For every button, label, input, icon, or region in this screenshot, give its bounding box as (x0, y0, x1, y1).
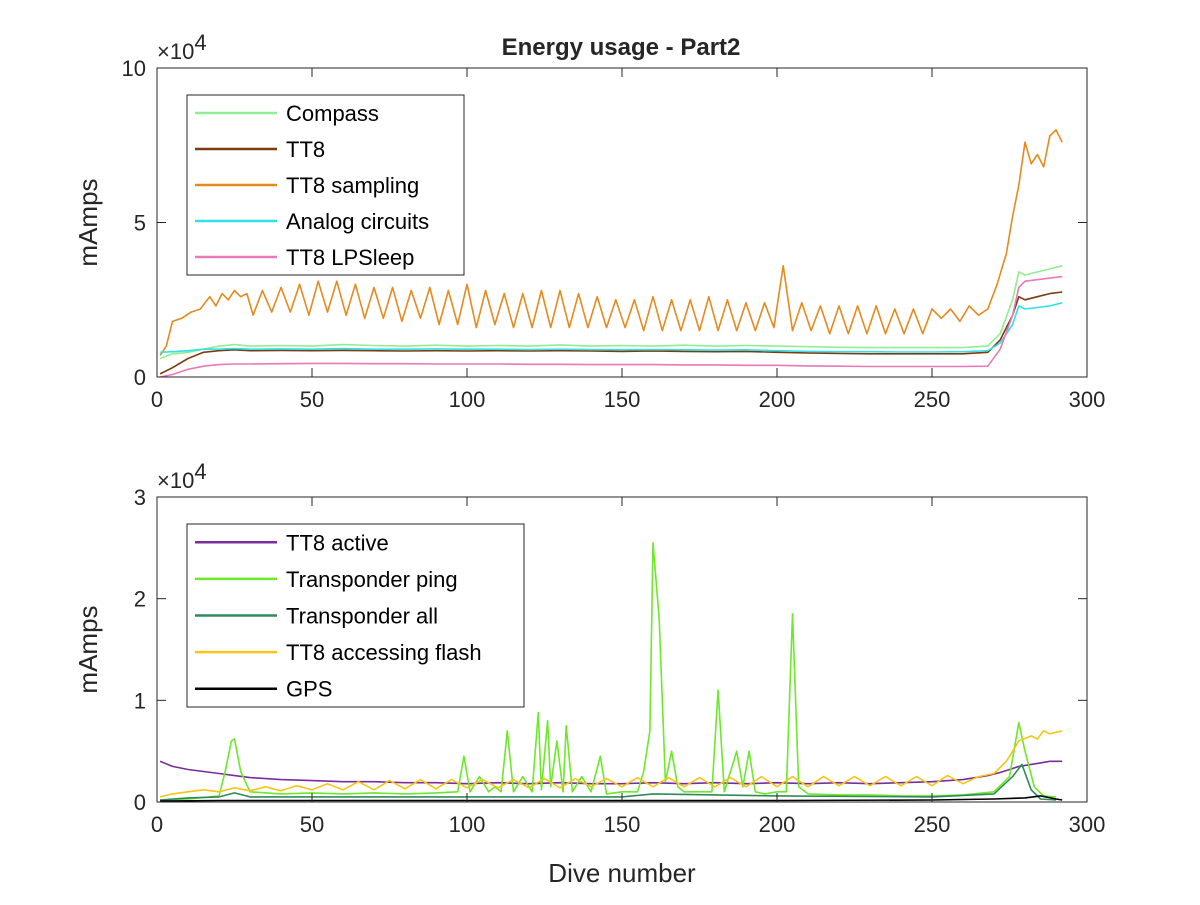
y-multiplier-exponent-1: 4 (194, 30, 206, 55)
legend-label-2-1: TT8 active (286, 530, 389, 555)
x-tick-label-1-2: 50 (300, 387, 324, 412)
legend-label-1-1: Compass (286, 101, 379, 126)
series-line-2-2 (160, 541, 1057, 801)
x-tick-label-2-7: 300 (1069, 812, 1106, 837)
x-tick-label-1-3: 100 (449, 387, 486, 412)
y-axis-label-2: mAmps (73, 605, 103, 693)
y-multiplier-1: ×104 (157, 30, 207, 64)
series-line-1-2 (159, 291, 1063, 375)
legend-label-2-2: Transponder ping (286, 567, 458, 592)
x-tick-label-1-5: 200 (759, 387, 796, 412)
x-tick-label-1-7: 300 (1069, 387, 1106, 412)
x-tick-label-1-4: 150 (604, 387, 641, 412)
legend-label-1-3: TT8 sampling (286, 173, 419, 198)
series-line-2-1 (159, 760, 1063, 785)
legend-label-2-5: GPS (286, 677, 332, 702)
y-tick-label-1-2: 5 (134, 211, 146, 236)
x-tick-label-2-6: 250 (914, 812, 951, 837)
x-tick-label-1-6: 250 (914, 387, 951, 412)
x-tick-label-2-4: 150 (604, 812, 641, 837)
x-tick-label-2-3: 100 (449, 812, 486, 837)
y-tick-label-2-3: 2 (134, 587, 146, 612)
series-line-2-5 (160, 795, 1063, 802)
series-line-1-4 (160, 302, 1063, 354)
y-axis-label-1: mAmps (73, 178, 103, 266)
y-multiplier-exponent-2: 4 (194, 459, 206, 484)
x-tick-label-1-1: 0 (151, 387, 163, 412)
series-line-2-4 (159, 729, 1063, 798)
legend-label-2-4: TT8 accessing flash (286, 640, 482, 665)
series-line-1-3 (159, 129, 1063, 356)
series-line-1-1 (159, 265, 1063, 360)
x-axis-label-2: Dive number (548, 858, 696, 888)
legend-label-1-4: Analog circuits (286, 209, 429, 234)
y-tick-label-2-1: 0 (134, 790, 146, 815)
y-tick-label-1-3: 10 (122, 56, 146, 81)
chart-title: Energy usage - Part2 (502, 34, 741, 61)
x-tick-label-2-5: 200 (759, 812, 796, 837)
y-multiplier-2: ×104 (157, 459, 207, 493)
series-line-1-5 (159, 275, 1063, 377)
x-tick-label-2-1: 0 (151, 812, 163, 837)
legend-label-1-5: TT8 LPSleep (286, 245, 414, 270)
series-line-2-3 (160, 763, 1057, 801)
x-tick-label-2-2: 50 (300, 812, 324, 837)
legend-label-1-2: TT8 (286, 137, 325, 162)
y-tick-label-2-4: 3 (134, 485, 146, 510)
y-tick-label-1-1: 0 (134, 365, 146, 390)
y-tick-label-2-2: 1 (134, 688, 146, 713)
legend-label-2-3: Transponder all (286, 604, 438, 629)
